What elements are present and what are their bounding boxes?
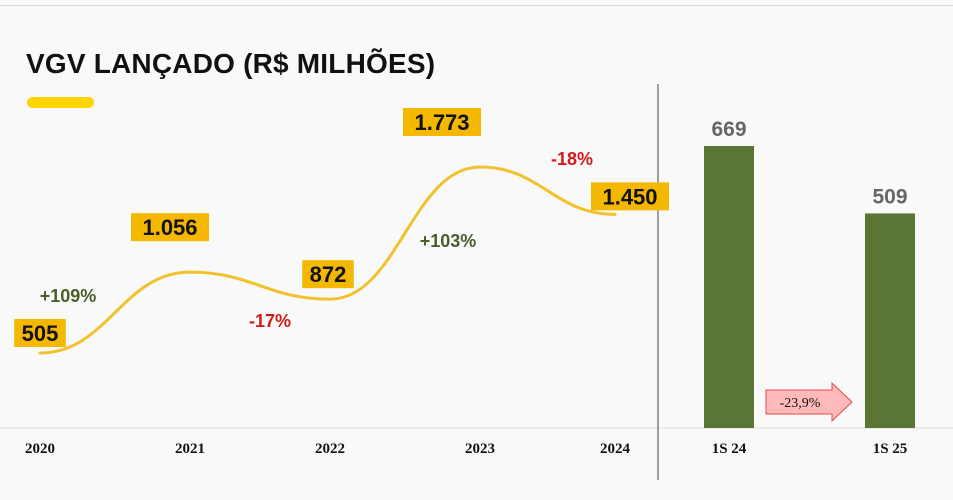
bar-1S 25	[865, 213, 915, 428]
data-label: 1.773	[414, 110, 469, 135]
x-tick-label: 2021	[175, 441, 205, 457]
x-tick-label: 2024	[600, 441, 631, 457]
change-label: -18%	[551, 149, 593, 169]
change-arrow: -23,9%	[765, 381, 853, 423]
change-label: +109%	[40, 286, 97, 306]
value-label-2022: 872	[302, 260, 354, 289]
x-tick-label: 2022	[315, 441, 345, 457]
chart-title: VGV LANÇADO (R$ MILHÕES)	[26, 48, 436, 79]
series-line	[38, 165, 617, 355]
data-label: 505	[22, 321, 59, 346]
value-label-box	[591, 182, 669, 211]
value-label-box	[302, 260, 354, 289]
title-accent-bar	[27, 97, 94, 108]
arrow-change-label: -23,9%	[780, 396, 821, 411]
x-tick-label: 1S 25	[873, 441, 908, 457]
data-label: 1.450	[602, 184, 657, 209]
bar-value-label: 509	[872, 185, 907, 208]
x-tick-label: 2020	[25, 441, 55, 457]
change-label: -17%	[249, 311, 291, 331]
value-label-2020: 505	[14, 319, 66, 347]
data-label: 872	[310, 262, 347, 287]
data-label: 1.056	[142, 215, 197, 240]
value-label-2023: 1.773	[403, 108, 481, 136]
bar-1S 24	[704, 146, 754, 428]
arrow-shape	[765, 381, 853, 423]
value-label-box	[14, 319, 66, 347]
bar-value-label: 669	[711, 118, 746, 141]
x-tick-label: 2023	[465, 441, 495, 457]
top-border	[0, 5, 953, 6]
value-label-2021: 1.056	[131, 213, 209, 242]
change-label: +103%	[420, 231, 477, 251]
value-label-box	[403, 108, 481, 136]
value-label-box	[131, 213, 209, 242]
value-label-2024: 1.450	[591, 182, 669, 211]
x-tick-label: 1S 24	[712, 441, 747, 457]
